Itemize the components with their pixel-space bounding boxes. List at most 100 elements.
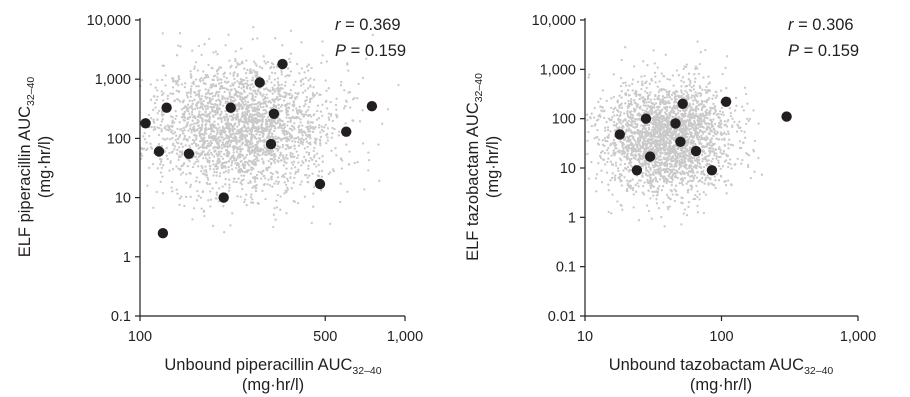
simulated-point: [201, 108, 205, 111]
simulated-point: [730, 167, 733, 170]
simulated-point: [647, 189, 650, 192]
simulated-point: [244, 137, 247, 141]
simulated-point: [275, 180, 278, 183]
simulated-point: [207, 134, 211, 138]
simulated-point: [250, 193, 253, 196]
simulated-point: [262, 55, 265, 58]
simulated-point: [309, 124, 312, 128]
simulated-point: [186, 138, 189, 141]
simulated-point: [195, 136, 198, 139]
simulated-point: [212, 147, 215, 150]
simulated-point: [283, 192, 286, 195]
simulated-point: [206, 176, 209, 179]
simulated-point: [650, 128, 654, 131]
simulated-point: [215, 197, 218, 200]
simulated-point: [317, 163, 320, 167]
simulated-point: [696, 171, 699, 174]
simulated-point: [218, 139, 222, 142]
simulated-point: [597, 143, 601, 146]
simulated-point: [677, 112, 680, 115]
simulated-point: [633, 138, 636, 142]
simulated-point: [662, 127, 665, 130]
simulated-point: [618, 151, 621, 154]
simulated-point: [276, 80, 280, 84]
simulated-point: [620, 122, 623, 125]
simulated-point: [155, 98, 158, 102]
simulated-point: [244, 170, 247, 174]
simulated-point: [244, 198, 247, 201]
simulated-point: [653, 103, 656, 107]
simulated-point: [309, 77, 312, 80]
simulated-point: [338, 130, 341, 133]
simulated-point: [605, 171, 609, 174]
simulated-point: [738, 146, 742, 150]
simulated-point: [670, 181, 673, 184]
simulated-point: [682, 179, 685, 182]
simulated-point: [209, 205, 212, 208]
simulated-point: [152, 95, 156, 98]
simulated-point: [193, 65, 196, 68]
simulated-point: [619, 84, 623, 88]
simulated-point: [286, 157, 289, 160]
simulated-point: [630, 134, 634, 138]
simulated-point: [152, 206, 155, 209]
simulated-point: [637, 219, 641, 222]
simulated-point: [720, 106, 724, 110]
simulated-point: [228, 143, 232, 146]
simulated-point: [310, 221, 313, 225]
simulated-point: [236, 80, 239, 83]
simulated-point: [286, 67, 290, 70]
simulated-point: [264, 122, 268, 126]
simulated-point: [168, 151, 171, 155]
simulated-point: [689, 106, 692, 109]
simulated-point: [643, 98, 646, 101]
simulated-point: [261, 102, 265, 105]
simulated-point: [252, 114, 255, 117]
simulated-point: [620, 150, 623, 153]
simulated-point: [269, 154, 273, 157]
simulated-point: [618, 149, 621, 152]
simulated-point: [223, 137, 226, 140]
simulated-point: [648, 82, 651, 85]
simulated-point: [300, 131, 304, 135]
simulated-point: [307, 142, 310, 145]
simulated-point: [621, 208, 624, 211]
simulated-point: [217, 157, 220, 160]
simulated-point: [693, 164, 696, 168]
simulated-point: [228, 186, 231, 189]
simulated-point: [259, 105, 263, 109]
simulated-point: [246, 79, 249, 83]
simulated-point: [171, 116, 174, 119]
simulated-point: [691, 169, 694, 172]
simulated-point: [649, 178, 652, 182]
simulated-point: [312, 149, 315, 153]
simulated-point: [316, 152, 319, 155]
simulated-point: [273, 182, 276, 185]
simulated-point: [245, 193, 248, 196]
simulated-point: [256, 37, 259, 40]
simulated-point: [250, 128, 254, 132]
simulated-point: [296, 156, 299, 160]
simulated-point: [191, 99, 194, 103]
simulated-point: [214, 149, 217, 152]
simulated-point: [658, 98, 661, 101]
simulated-point: [685, 182, 688, 185]
simulated-point: [586, 152, 589, 156]
simulated-point: [719, 151, 722, 154]
simulated-point: [715, 155, 719, 158]
simulated-point: [164, 125, 167, 128]
simulated-point: [722, 149, 726, 153]
simulated-point: [657, 94, 661, 97]
simulated-point: [220, 78, 223, 81]
simulated-point: [257, 146, 260, 150]
simulated-point: [696, 115, 700, 118]
simulated-point: [656, 132, 659, 135]
simulated-point: [601, 143, 605, 146]
simulated-point: [614, 164, 618, 167]
simulated-point: [620, 153, 624, 156]
simulated-point: [232, 116, 235, 119]
simulated-point: [714, 110, 717, 113]
simulated-point: [229, 72, 232, 75]
simulated-point: [700, 120, 704, 123]
simulated-point: [625, 84, 628, 87]
